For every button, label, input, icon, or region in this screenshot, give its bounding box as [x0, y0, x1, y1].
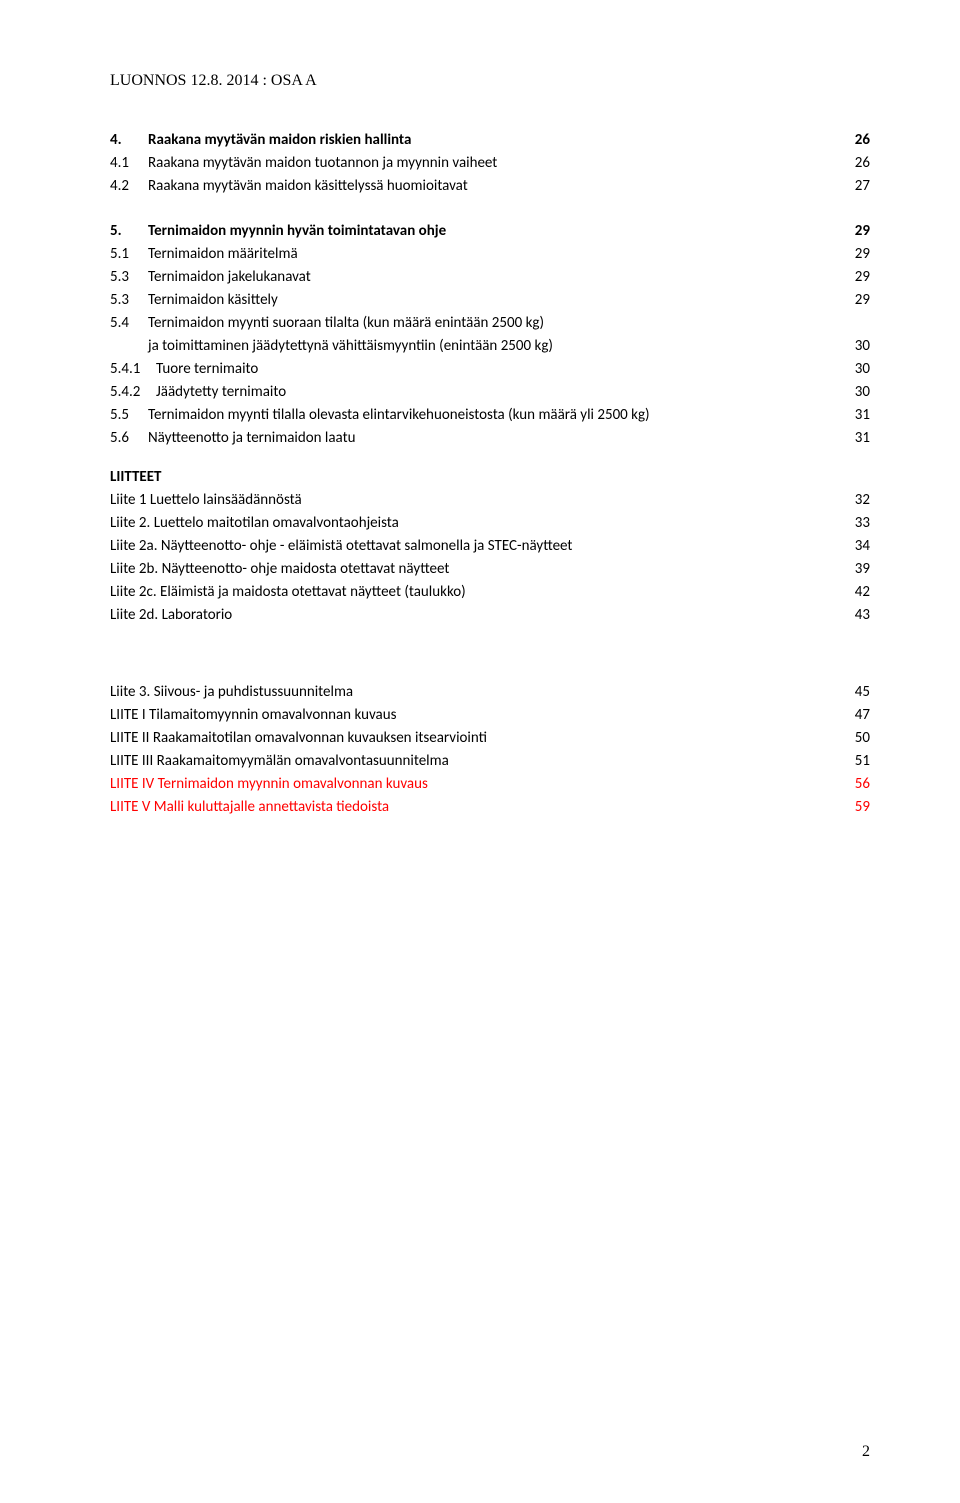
attachment-row: Liite 2c. Eläimistä ja maidosta otettava… — [110, 582, 870, 603]
toc-row: 5.3Ternimaidon käsittely29 — [110, 290, 870, 311]
attachment-label: LIITE IV Ternimaidon myynnin omavalvonna… — [110, 774, 855, 795]
attachment-label: LIITE II Raakamaitotilan omavalvonnan ku… — [110, 728, 855, 749]
attachment-row: LIITE IV Ternimaidon myynnin omavalvonna… — [110, 774, 870, 795]
toc-page: 30 — [855, 359, 870, 380]
toc-num: 5.5 — [110, 405, 148, 426]
attachment-row: LIITE I Tilamaitomyynnin omavalvonnan ku… — [110, 705, 870, 726]
toc-label: Raakana myytävän maidon käsittelyssä huo… — [148, 176, 855, 197]
toc-num: 5.6 — [110, 428, 148, 449]
attachment-page: 59 — [855, 797, 870, 818]
attachment-label: Liite 2. Luettelo maitotilan omavalvonta… — [110, 513, 855, 534]
toc-page: 29 — [855, 267, 870, 288]
toc-row: 4.1Raakana myytävän maidon tuotannon ja … — [110, 153, 870, 174]
toc-num: 4. — [110, 130, 148, 151]
toc-label: Ternimaidon myynnin hyvän toimintatavan … — [148, 221, 855, 242]
attachment-row: LIITE II Raakamaitotilan omavalvonnan ku… — [110, 728, 870, 749]
attachment-page: 45 — [855, 682, 870, 703]
toc-row: 5.6Näytteenotto ja ternimaidon laatu31 — [110, 428, 870, 449]
attachment-page: 32 — [855, 490, 870, 511]
toc-row: 5.4.2Jäädytetty ternimaito30 — [110, 382, 870, 403]
toc-page: 31 — [855, 405, 870, 426]
toc-label: Raakana myytävän maidon riskien hallinta — [148, 130, 855, 151]
attachment-row: Liite 2b. Näytteenotto- ohje maidosta ot… — [110, 559, 870, 580]
attachment-page: 51 — [855, 751, 870, 772]
toc-row: 5.Ternimaidon myynnin hyvän toimintatava… — [110, 221, 870, 242]
attachment-row: LIITE III Raakamaitomyymälän omavalvonta… — [110, 751, 870, 772]
toc-num: 5.3 — [110, 290, 148, 311]
toc-page: 26 — [855, 153, 870, 174]
attachment-label: Liite 2b. Näytteenotto- ohje maidosta ot… — [110, 559, 855, 580]
toc-row: 5.1Ternimaidon määritelmä29 — [110, 244, 870, 265]
toc-row: ja toimittaminen jäädytettynä vähittäism… — [110, 336, 870, 357]
toc-num: 4.1 — [110, 153, 148, 174]
document-header: LUONNOS 12.8. 2014 : OSA A — [110, 70, 870, 92]
attachment-page: 42 — [855, 582, 870, 603]
attachment-label: Liite 2d. Laboratorio — [110, 605, 855, 626]
toc-num — [110, 336, 148, 357]
toc-label: Ternimaidon myynti tilalla olevasta elin… — [148, 405, 855, 426]
attachment-row: Liite 1 Luettelo lainsäädännöstä32 — [110, 490, 870, 511]
attachment-row: Liite 2d. Laboratorio43 — [110, 605, 870, 626]
toc-num: 4.2 — [110, 176, 148, 197]
page-number: 2 — [862, 1441, 870, 1463]
toc-label: Jäädytetty ternimaito — [156, 382, 855, 403]
toc-num: 5.4.1 — [110, 359, 156, 380]
toc-page: 26 — [855, 130, 870, 151]
toc-page: 30 — [855, 382, 870, 403]
toc-page: 29 — [855, 244, 870, 265]
attachment-label: Liite 2c. Eläimistä ja maidosta otettava… — [110, 582, 855, 603]
toc-label: Ternimaidon jakelukanavat — [148, 267, 855, 288]
toc-num: 5.1 — [110, 244, 148, 265]
attachment-page: 47 — [855, 705, 870, 726]
attachments-block-b: Liite 3. Siivous- ja puhdistussuunnitelm… — [110, 682, 870, 818]
toc-row: 5.3Ternimaidon jakelukanavat29 — [110, 267, 870, 288]
attachment-row: LIITE V Malli kuluttajalle annettavista … — [110, 797, 870, 818]
attachment-label: LIITE V Malli kuluttajalle annettavista … — [110, 797, 855, 818]
attachment-page: 33 — [855, 513, 870, 534]
toc-label: Ternimaidon myynti suoraan tilalta (kun … — [148, 313, 870, 334]
toc-row: 5.5Ternimaidon myynti tilalla olevasta e… — [110, 405, 870, 426]
attachment-label: LIITE III Raakamaitomyymälän omavalvonta… — [110, 751, 855, 772]
toc-row: 5.4.1Tuore ternimaito30 — [110, 359, 870, 380]
attachment-label: LIITE I Tilamaitomyynnin omavalvonnan ku… — [110, 705, 855, 726]
toc-page: 31 — [855, 428, 870, 449]
toc-num: 5.3 — [110, 267, 148, 288]
attachment-row: Liite 2a. Näytteenotto- ohje - eläimistä… — [110, 536, 870, 557]
toc-label: Raakana myytävän maidon tuotannon ja myy… — [148, 153, 855, 174]
attachment-label: Liite 2a. Näytteenotto- ohje - eläimistä… — [110, 536, 855, 557]
attachments-block-a: Liite 1 Luettelo lainsäädännöstä32Liite … — [110, 490, 870, 626]
toc-label: Ternimaidon käsittely — [148, 290, 855, 311]
table-of-contents: 4.Raakana myytävän maidon riskien hallin… — [110, 130, 870, 449]
attachment-page: 39 — [855, 559, 870, 580]
attachment-row: Liite 3. Siivous- ja puhdistussuunnitelm… — [110, 682, 870, 703]
attachment-page: 50 — [855, 728, 870, 749]
toc-page: 29 — [855, 221, 870, 242]
attachment-page: 34 — [855, 536, 870, 557]
toc-label: Tuore ternimaito — [156, 359, 855, 380]
toc-label: Ternimaidon määritelmä — [148, 244, 855, 265]
attachment-page: 56 — [855, 774, 870, 795]
toc-row: 4.2Raakana myytävän maidon käsittelyssä … — [110, 176, 870, 197]
attachment-label: Liite 1 Luettelo lainsäädännöstä — [110, 490, 855, 511]
toc-page: 27 — [855, 176, 870, 197]
toc-page: 30 — [855, 336, 870, 357]
toc-row: 5.4Ternimaidon myynti suoraan tilalta (k… — [110, 313, 870, 334]
toc-label: ja toimittaminen jäädytettynä vähittäism… — [148, 336, 855, 357]
toc-row: 4.Raakana myytävän maidon riskien hallin… — [110, 130, 870, 151]
attachment-row: Liite 2. Luettelo maitotilan omavalvonta… — [110, 513, 870, 534]
attachment-page: 43 — [855, 605, 870, 626]
toc-label: Näytteenotto ja ternimaidon laatu — [148, 428, 855, 449]
toc-num: 5. — [110, 221, 148, 242]
toc-page: 29 — [855, 290, 870, 311]
toc-num: 5.4 — [110, 313, 148, 334]
attachments-heading: LIITTEET — [110, 467, 870, 488]
attachment-label: Liite 3. Siivous- ja puhdistussuunnitelm… — [110, 682, 855, 703]
toc-num: 5.4.2 — [110, 382, 156, 403]
